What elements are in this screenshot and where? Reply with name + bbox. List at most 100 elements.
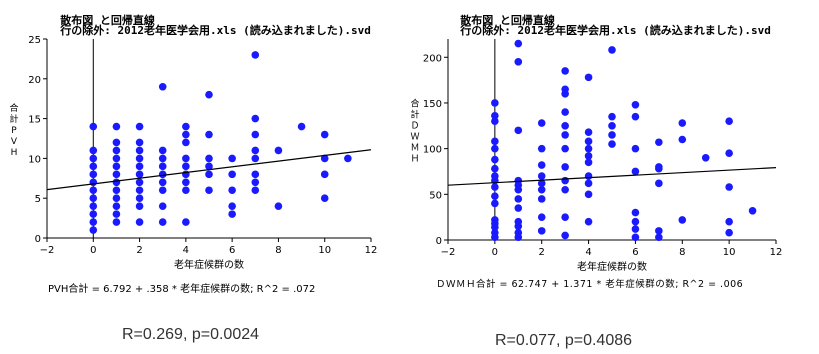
regression-equation-right: ＤＷＭＨ合計 = 62.747 + 1.371 * 老年症候群の数; R^2 =… (436, 279, 744, 290)
regression-line (46, 149, 372, 191)
data-point (537, 144, 546, 153)
data-point (678, 216, 687, 224)
data-point (631, 167, 640, 176)
chart-title-right: 散布図 と回帰直線 (447, 6, 555, 26)
data-point (182, 218, 190, 226)
data-point (537, 172, 546, 180)
data-point (182, 178, 190, 187)
data-point (228, 170, 236, 179)
data-point (251, 154, 260, 163)
data-point (89, 154, 98, 163)
data-point (135, 202, 144, 210)
x-tick-label: 4 (183, 245, 189, 256)
y-tick-label: 100 (423, 145, 442, 156)
data-point (320, 170, 329, 179)
y-axis-label: 合計 P V H (9, 102, 18, 158)
y-axis-label: 合計ＤＷＭＨ (410, 98, 419, 165)
data-point (135, 122, 144, 131)
data-point (491, 228, 499, 237)
data-point (584, 152, 593, 160)
data-point (158, 82, 167, 91)
data-point (274, 146, 283, 155)
y-tick-label: 5 (35, 194, 41, 205)
data-point (228, 154, 236, 163)
data-point (584, 217, 593, 226)
data-point (89, 122, 98, 131)
data-point (112, 186, 121, 195)
data-point (537, 213, 546, 221)
data-point (182, 122, 190, 131)
data-point (112, 202, 121, 210)
data-point (491, 137, 499, 146)
regression-equation-left: PVH合計 = 6.792 + .358 * 老年症候群の数; R^2 = .0… (48, 284, 316, 295)
data-point (631, 225, 640, 233)
y-tick-label: 0 (436, 236, 442, 247)
data-point (135, 154, 144, 163)
y-tick-label: 20 (28, 75, 41, 86)
data-point (631, 100, 640, 109)
data-point (205, 154, 213, 163)
data-point (135, 170, 144, 179)
data-point (491, 172, 499, 180)
data-point (89, 162, 98, 171)
data-point (89, 218, 98, 226)
data-point (514, 217, 523, 226)
data-point (112, 170, 121, 179)
data-point (655, 227, 663, 235)
data-point (158, 218, 167, 226)
data-point (608, 121, 616, 130)
data-point (205, 130, 213, 139)
chart-subtitle-left: 行の除外: 2012老年医学会用.xls (読み込まれました).svd (47, 16, 371, 36)
data-point (514, 176, 523, 185)
data-point (725, 149, 733, 158)
data-point (584, 128, 593, 136)
data-point (537, 161, 546, 169)
data-point (89, 170, 98, 179)
data-point (251, 130, 260, 139)
data-point (631, 208, 640, 217)
data-point (89, 146, 98, 155)
data-point (514, 126, 523, 135)
chart-title-left: 散布図 と回帰直線 (47, 6, 155, 26)
data-point (112, 194, 121, 202)
data-point (655, 163, 663, 171)
data-point (631, 233, 640, 242)
data-point (537, 227, 546, 235)
data-point (297, 122, 306, 131)
data-point (89, 226, 98, 234)
data-point (112, 162, 121, 171)
data-point (561, 163, 569, 171)
y-tick-label: 25 (28, 35, 41, 46)
data-point (514, 195, 523, 203)
data-point (584, 158, 593, 167)
data-point (320, 130, 329, 139)
y-tick-label: 10 (28, 154, 41, 165)
data-point (631, 144, 640, 153)
y-tick-label: 200 (423, 53, 442, 64)
data-point (584, 179, 593, 188)
x-tick-label: 12 (770, 247, 783, 258)
data-point (514, 204, 523, 212)
data-point (320, 154, 329, 163)
data-point (135, 162, 144, 171)
data-point (655, 179, 663, 188)
data-point (135, 178, 144, 187)
x-tick-label: 10 (723, 247, 736, 258)
data-point (561, 85, 569, 94)
data-point (135, 138, 144, 147)
data-point (135, 186, 144, 195)
data-point (701, 153, 710, 162)
correlation-stat-right: R=0.077, p=0.4086 (495, 332, 633, 349)
data-point (228, 186, 236, 195)
data-point (537, 119, 546, 127)
data-point (158, 178, 167, 187)
data-point (725, 117, 733, 126)
data-point (251, 170, 260, 179)
data-point (608, 140, 616, 148)
x-axis-label: 老年症候群の数 (174, 258, 244, 271)
data-point (561, 176, 569, 185)
data-point (678, 119, 687, 127)
title-line-right: 散布図 と回帰直線 (460, 14, 555, 27)
data-point (491, 164, 499, 173)
data-point (158, 146, 167, 155)
